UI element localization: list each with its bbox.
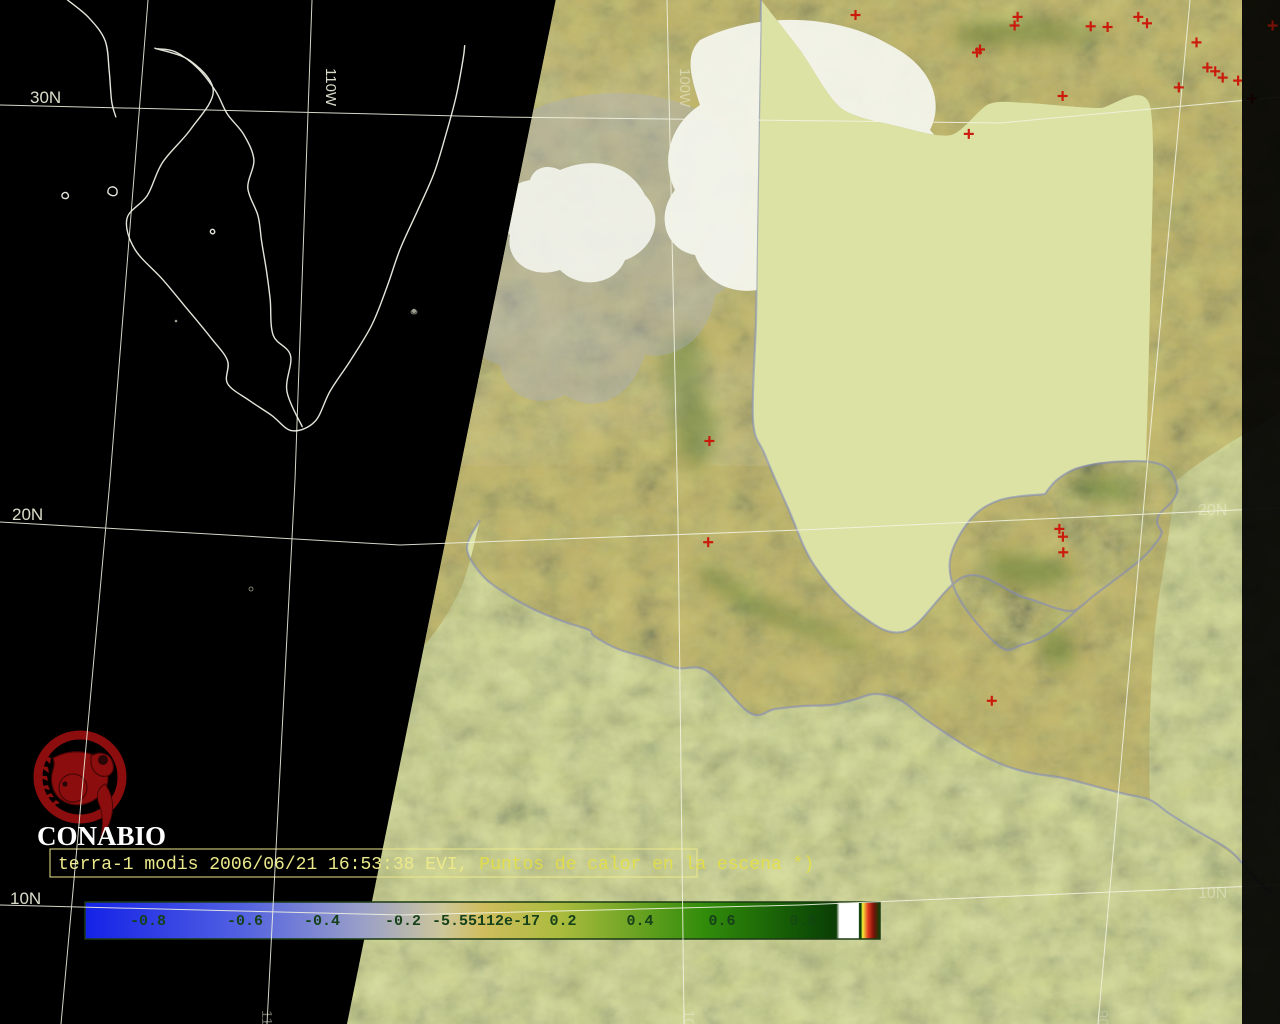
svg-text:10N: 10N [10, 889, 41, 908]
svg-text:0.6: 0.6 [708, 913, 735, 930]
svg-text:20N: 20N [1198, 502, 1227, 519]
svg-text:-0.8: -0.8 [130, 913, 166, 930]
svg-text:-0.4: -0.4 [304, 913, 340, 930]
svg-text:100W: 100W [680, 1010, 697, 1024]
svg-text:100W: 100W [676, 68, 693, 108]
svg-text:30N: 30N [30, 88, 61, 107]
svg-text:10N: 10N [1198, 885, 1227, 902]
svg-text:0.2: 0.2 [549, 913, 576, 930]
svg-text:terra-1 modis 2006/06/21 16:53: terra-1 modis 2006/06/21 16:53:38 EVI, P… [58, 855, 814, 875]
svg-text:-0.2: -0.2 [385, 913, 421, 930]
svg-text:-0.6: -0.6 [227, 913, 263, 930]
svg-text:0.8: 0.8 [789, 913, 816, 930]
svg-text:20N: 20N [12, 505, 43, 524]
svg-text:110W: 110W [258, 1010, 275, 1024]
svg-text:110W: 110W [322, 68, 339, 107]
svg-text:0.4: 0.4 [626, 913, 653, 930]
svg-text:90W: 90W [1094, 1010, 1111, 1024]
svg-text:CONABIO: CONABIO [37, 821, 166, 851]
svg-text:-5.55112e-17: -5.55112e-17 [432, 913, 540, 930]
